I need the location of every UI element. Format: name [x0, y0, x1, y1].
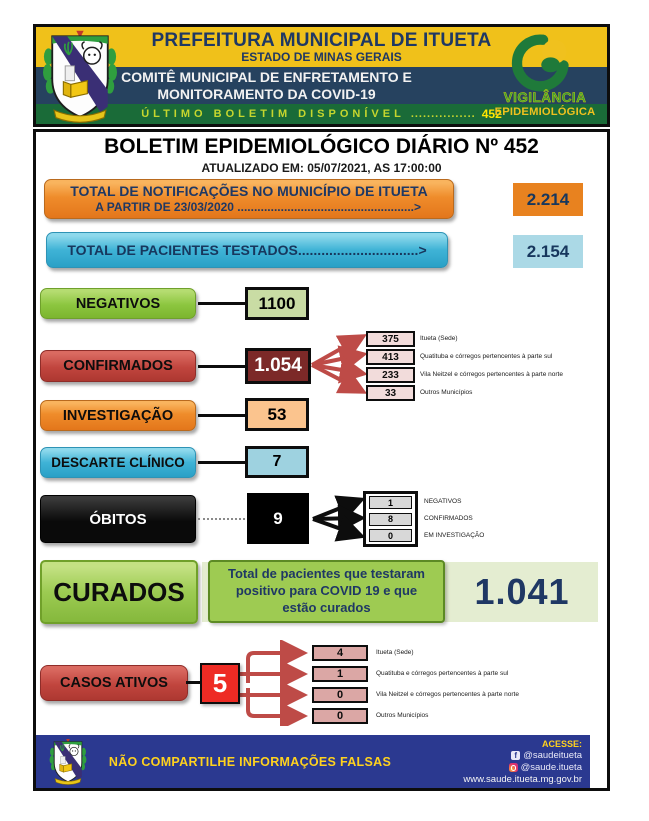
obitos-value: 9: [247, 493, 309, 544]
prefecture-title: PREFEITURA MUNICIPAL DE ITUETA: [151, 29, 492, 51]
confirmados-breakdown-box: 33: [366, 385, 415, 401]
logo-text-1: VIGILÂNCIA: [504, 90, 587, 105]
casos-breakdown-label: Quatituba e córregos pertencentes à part…: [376, 670, 509, 677]
casos-ativos-value: 5: [200, 663, 240, 704]
logo-text-2: EPIDEMIOLÓGICA: [495, 105, 596, 118]
curados-value: 1.041: [474, 571, 570, 612]
footer-facebook: f @saudeitueta: [412, 750, 582, 762]
descarte-clinico-value: 7: [245, 446, 309, 478]
confirmados-breakdown-label: Outros Municípios: [420, 389, 473, 396]
footer-instagram: @saude.itueta: [412, 762, 582, 774]
casos-ativos-connector: [186, 681, 200, 684]
footer-website: www.saude.itueta.mg.gov.br: [463, 773, 582, 785]
obitos-breakdown-label: CONFIRMADOS: [424, 515, 473, 522]
casos-breakdown-box: 1: [312, 666, 368, 682]
tested-label: TOTAL DE PACIENTES TESTADOS.............…: [67, 242, 427, 258]
obitos-breakdown-group: 1 8 0: [363, 491, 418, 547]
confirmados-value: 1.054: [245, 348, 311, 384]
header: PREFEITURA MUNICIPAL DE ITUETA ESTADO DE…: [33, 24, 610, 127]
investigacao-bar: INVESTIGAÇÃO: [40, 400, 196, 431]
obitos-breakdown-box: 0: [369, 529, 412, 542]
negativos-connector: [198, 302, 245, 305]
negativos-value: 1100: [245, 287, 309, 320]
total-tested-bar: TOTAL DE PACIENTES TESTADOS.............…: [46, 232, 448, 268]
confirmados-breakdown-box: 413: [366, 349, 415, 365]
curados-description: Total de pacientes que testaram positivo…: [208, 560, 445, 623]
negativos-bar: NEGATIVOS: [40, 288, 196, 319]
casos-ativos-arrows-icon: [240, 640, 308, 726]
facebook-handle: @saudeitueta: [523, 749, 582, 761]
descarte-clinico-bar: DESCARTE CLÍNICO: [40, 447, 196, 478]
state-subtitle: ESTADO DE MINAS GERAIS: [241, 49, 402, 64]
casos-breakdown-box: 4: [312, 645, 368, 661]
notifications-label-line1: TOTAL DE NOTIFICAÇÕES NO MUNICÍPIO DE IT…: [70, 183, 428, 199]
total-notifications-value: 2.214: [513, 183, 583, 216]
confirmados-breakdown-label: Vila Neitzel e córregos pertencentes à p…: [420, 371, 563, 378]
confirmados-breakdown-label: Quatituba e córregos pertencentes à part…: [420, 353, 553, 360]
investigacao-value: 53: [245, 398, 309, 431]
bulletin-body: BOLETIM EPIDEMIOLÓGICO DIÁRIO Nº 452 ATU…: [33, 129, 610, 791]
obitos-breakdown-box: 8: [369, 512, 412, 526]
casos-ativos-bar: CASOS ATIVOS: [40, 665, 188, 701]
total-tested-value: 2.154: [513, 235, 583, 268]
confirmados-bar: CONFIRMADOS: [40, 350, 196, 382]
instagram-handle: @saude.itueta: [520, 761, 582, 773]
itueta-coat-of-arms-icon: [43, 30, 117, 124]
confirmados-breakdown-box: 233: [366, 367, 415, 383]
notifications-label-line2: A PARTIR DE 23/03/2020 .................…: [95, 200, 422, 214]
footer-links: ACESSE: f @saudeitueta @saude.itueta www…: [412, 738, 590, 786]
obitos-breakdown-label: EM INVESTIGAÇÃO: [424, 532, 485, 539]
obitos-connector: [198, 518, 245, 520]
casos-breakdown-label: Outros Municípios: [376, 712, 429, 719]
obitos-breakdown-box: 1: [369, 496, 412, 509]
last-bulletin-dots: ................: [410, 108, 476, 120]
obitos-bar: ÓBITOS: [40, 495, 196, 543]
casos-breakdown-label: Vila Neitzel e córregos pertencentes à p…: [376, 691, 519, 698]
facebook-icon: f: [511, 751, 521, 760]
footer-access-label: ACESSE:: [541, 738, 582, 749]
header-yellow-band: PREFEITURA MUNICIPAL DE ITUETA ESTADO DE…: [36, 27, 607, 67]
confirmados-breakdown-label: Itueta (Sede): [420, 335, 458, 342]
confirmados-breakdown-box: 375: [366, 331, 415, 347]
footer-band: NÃO COMPARTILHE INFORMAÇÕES FALSAS ACESS…: [36, 735, 590, 788]
investigacao-connector: [198, 414, 245, 417]
vigilancia-epidemiologica-logo: VIGILÂNCIA EPIDEMIOLÓGICA: [495, 34, 596, 118]
committee-line2: MONITORAMENTO DA COVID-19: [157, 85, 376, 102]
descarte-clinico-connector: [198, 461, 245, 464]
bulletin-title: BOLETIM EPIDEMIOLÓGICO DIÁRIO Nº 452: [104, 135, 539, 158]
casos-breakdown-box: 0: [312, 687, 368, 703]
last-bulletin-number: 452: [481, 107, 502, 121]
committee-band: COMITÊ MUNICIPAL DE ENFRETAMENTO E MONIT…: [36, 67, 607, 104]
footer-coat-of-arms-icon: [49, 738, 87, 785]
bulletin-updated-at: ATUALIZADO EM: 05/07/2021, AS 17:00:00: [201, 161, 442, 175]
obitos-arrows-icon: [312, 495, 366, 542]
casos-breakdown-label: Itueta (Sede): [376, 649, 414, 656]
total-notifications-bar: TOTAL DE NOTIFICAÇÕES NO MUNICÍPIO DE IT…: [44, 179, 454, 219]
casos-breakdown-box: 0: [312, 708, 368, 724]
curados-bar: CURADOS: [40, 560, 198, 624]
confirmados-arrows-icon: [311, 334, 368, 394]
committee-line1: COMITÊ MUNICIPAL DE ENFRETAMENTO E: [121, 68, 412, 85]
obitos-breakdown-label: NEGATIVOS: [424, 498, 462, 505]
last-bulletin-band: ÚLTIMO BOLETIM DISPONÍVEL ..............…: [36, 104, 607, 124]
footer-message: NÃO COMPARTILHE INFORMAÇÕES FALSAS: [108, 754, 392, 769]
instagram-icon: [508, 763, 518, 772]
last-bulletin-label: ÚLTIMO BOLETIM DISPONÍVEL: [141, 108, 405, 120]
confirmados-connector: [198, 365, 245, 368]
